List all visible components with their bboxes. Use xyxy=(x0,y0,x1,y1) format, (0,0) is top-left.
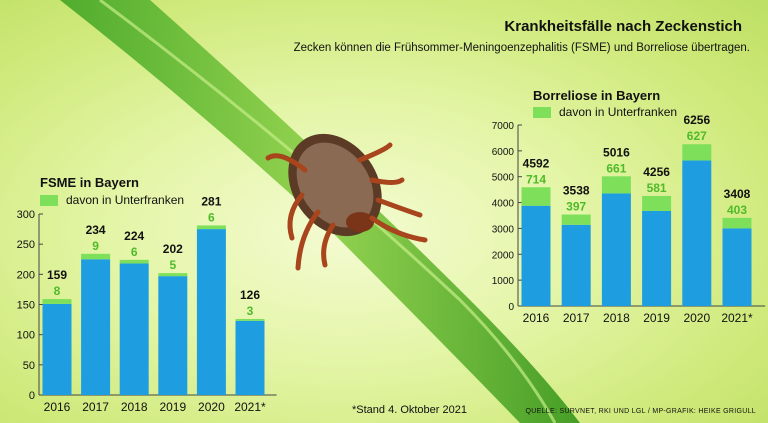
x-tick-label: 2021* xyxy=(721,311,753,325)
data-label-total: 224 xyxy=(124,229,144,243)
bar-total xyxy=(235,320,265,395)
bar-unterfranken xyxy=(601,176,631,194)
x-tick-label: 2019 xyxy=(159,400,186,414)
bar-unterfranken xyxy=(682,144,712,161)
y-tick-label: 200 xyxy=(17,269,35,281)
y-tick-label: 50 xyxy=(23,360,35,372)
data-label-total: 3408 xyxy=(724,187,751,201)
source-credit: QUELLE: SURVNET, RKI UND LGL / MP-GRAFIK… xyxy=(525,408,756,415)
borreliose-legend: davon in Unterfranken xyxy=(533,105,677,119)
data-label-unterfranken: 3 xyxy=(247,304,254,318)
bar-total xyxy=(42,303,72,395)
x-tick-label: 2017 xyxy=(82,400,109,414)
bar-unterfranken xyxy=(196,225,226,230)
data-label-unterfranken: 8 xyxy=(54,284,61,298)
y-tick-label: 2000 xyxy=(492,250,515,261)
bar-unterfranken xyxy=(561,214,591,225)
bar-total xyxy=(561,224,591,306)
data-label-unterfranken: 6 xyxy=(131,245,138,259)
bar-unterfranken xyxy=(42,299,72,304)
data-label-total: 234 xyxy=(86,223,106,237)
data-label-total: 6256 xyxy=(683,113,710,127)
x-tick-label: 2019 xyxy=(643,311,670,325)
bar-unterfranken xyxy=(521,187,551,206)
y-tick-label: 6000 xyxy=(492,147,515,158)
x-tick-label: 2020 xyxy=(683,311,710,325)
bar-total xyxy=(81,259,111,395)
data-label-total: 126 xyxy=(240,288,260,302)
data-label-total: 3538 xyxy=(563,184,590,198)
data-label-total: 281 xyxy=(201,194,221,208)
bar-unterfranken xyxy=(81,253,111,260)
y-tick-label: 150 xyxy=(17,300,35,312)
data-label-unterfranken: 714 xyxy=(526,172,546,186)
bar-unterfranken xyxy=(158,273,188,277)
legend-swatch-unterfranken xyxy=(40,194,58,206)
y-tick-label: 5000 xyxy=(492,173,515,184)
x-tick-label: 2021* xyxy=(234,400,266,414)
data-label-unterfranken: 5 xyxy=(169,258,176,272)
fsme-legend-label: davon in Unterfranken xyxy=(66,193,185,207)
y-tick-label: 0 xyxy=(508,302,514,313)
bar-unterfranken xyxy=(119,259,149,264)
legend-swatch-unterfranken xyxy=(533,106,551,118)
y-tick-label: 1000 xyxy=(492,276,515,287)
y-tick-label: 300 xyxy=(17,209,35,221)
bar-total xyxy=(642,210,672,306)
data-label-unterfranken: 403 xyxy=(727,203,747,217)
data-label-unterfranken: 581 xyxy=(647,181,667,195)
x-tick-label: 2018 xyxy=(603,311,630,325)
borreliose-panel-title: Borreliose in Bayern xyxy=(533,88,661,103)
bar-unterfranken xyxy=(235,318,265,321)
bar-total xyxy=(158,276,188,395)
data-label-total: 5016 xyxy=(603,145,630,159)
tick-icon xyxy=(265,133,428,271)
data-label-unterfranken: 627 xyxy=(687,129,707,143)
footnote: *Stand 4. Oktober 2021 xyxy=(352,404,467,416)
data-label-unterfranken: 9 xyxy=(92,239,99,253)
fsme-legend: davon in Unterfranken xyxy=(40,193,184,207)
data-label-unterfranken: 397 xyxy=(566,200,586,214)
data-label-total: 4592 xyxy=(523,156,550,170)
data-label-total: 202 xyxy=(163,242,183,256)
bar-total xyxy=(196,229,226,395)
y-tick-label: 0 xyxy=(29,390,35,402)
bar-total xyxy=(521,205,551,306)
x-tick-label: 2016 xyxy=(44,400,71,414)
x-tick-label: 2016 xyxy=(523,311,550,325)
bar-unterfranken xyxy=(642,195,672,211)
x-tick-label: 2017 xyxy=(563,311,590,325)
data-label-total: 4256 xyxy=(643,165,670,179)
x-tick-label: 2020 xyxy=(198,400,225,414)
y-tick-label: 7000 xyxy=(492,121,515,132)
data-label-unterfranken: 6 xyxy=(208,210,215,224)
data-label-total: 159 xyxy=(47,268,67,282)
y-tick-label: 4000 xyxy=(492,199,515,210)
grass-blade-highlight xyxy=(99,0,557,423)
fsme-panel-title: FSME in Bayern xyxy=(40,175,139,190)
bar-total xyxy=(119,263,149,395)
y-tick-label: 250 xyxy=(17,239,35,251)
y-tick-label: 100 xyxy=(17,330,35,342)
x-tick-label: 2018 xyxy=(121,400,148,414)
page-title: Krankheitsfälle nach Zeckenstich xyxy=(504,18,742,35)
bar-total xyxy=(722,228,752,306)
bar-unterfranken xyxy=(722,217,752,229)
data-label-unterfranken: 661 xyxy=(606,161,626,175)
bar-total xyxy=(682,160,712,306)
bar-total xyxy=(601,193,631,306)
borreliose-legend-label: davon in Unterfranken xyxy=(559,105,678,119)
y-tick-label: 3000 xyxy=(492,224,515,235)
page-subtitle: Zecken können die Frühsommer-Meningoenze… xyxy=(293,42,750,54)
